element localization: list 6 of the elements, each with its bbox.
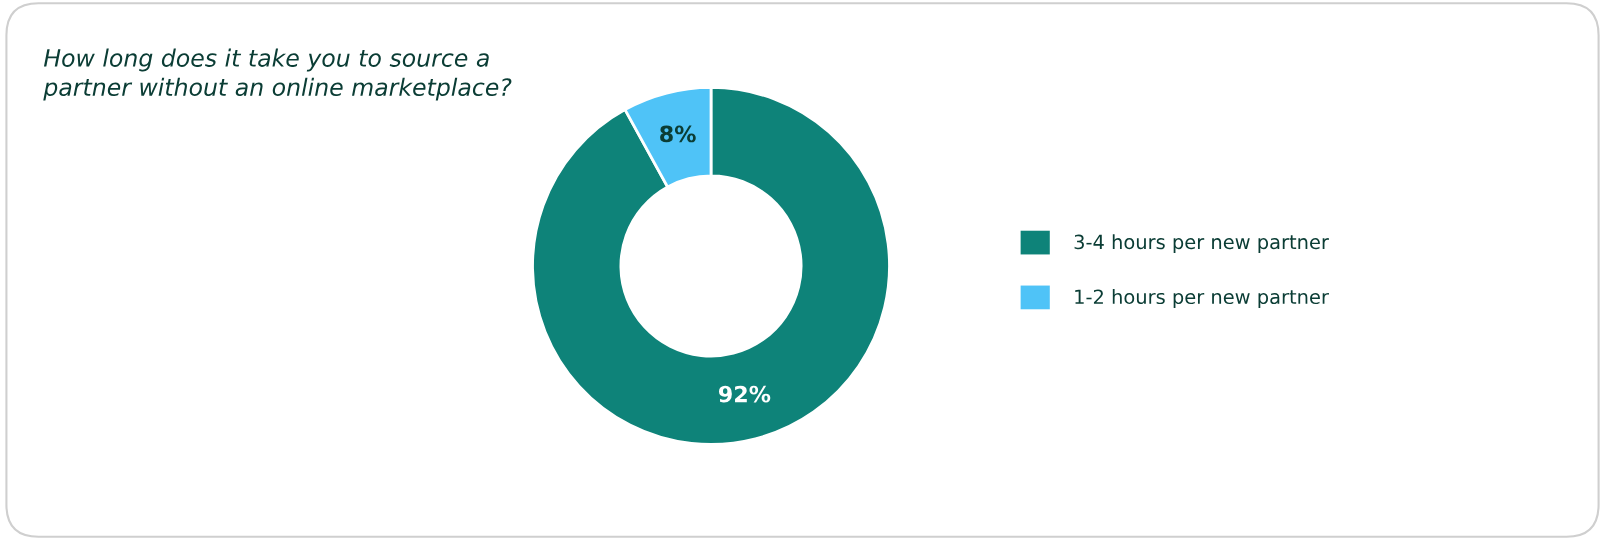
data-label: 92% <box>718 385 771 403</box>
legend-label: 3-4 hours per new partner <box>1074 234 1329 254</box>
data-label: 8% <box>660 125 696 143</box>
text: How long does it take you to source a partner without an online marketplace? <box>43 48 512 101</box>
donut-slice <box>531 86 891 446</box>
legend-label: 1-2 hours per new partner <box>1075 289 1329 308</box>
